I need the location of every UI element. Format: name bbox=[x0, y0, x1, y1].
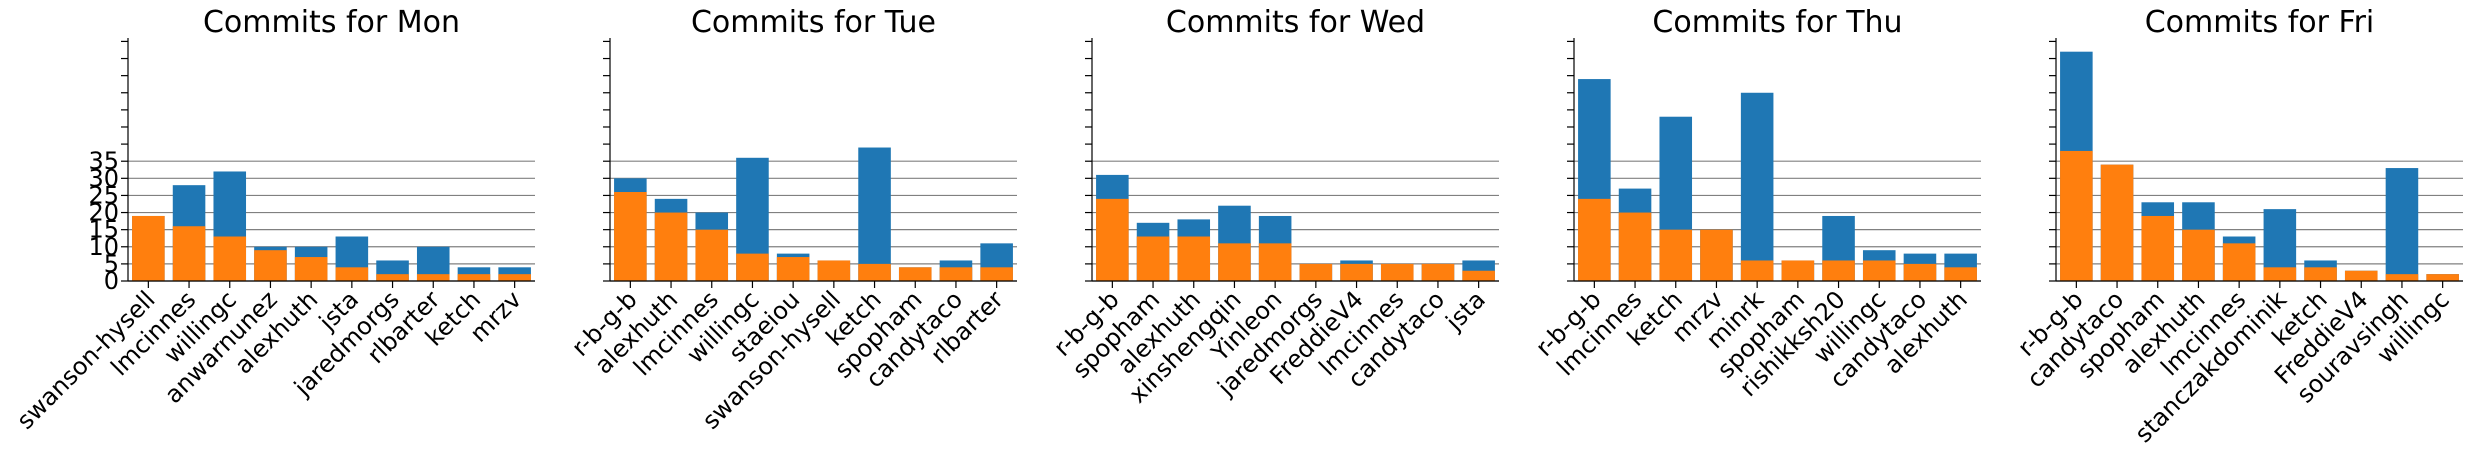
chart-panel: 05101520253035swanson-hyselllmcinneswill… bbox=[11, 5, 535, 435]
bar-own bbox=[172, 226, 206, 281]
chart-panel: r-b-g-bspophamalexhuthxinshengqinYinleon… bbox=[1048, 5, 1499, 409]
bar-own bbox=[817, 260, 851, 281]
chart-panel: r-b-g-blmcinnesketchmrzvminrkspophamrish… bbox=[1530, 5, 1981, 402]
bar-own bbox=[254, 250, 287, 281]
bar-own bbox=[1862, 260, 1896, 281]
bar-own bbox=[2426, 274, 2459, 281]
bar-own bbox=[2141, 215, 2175, 281]
bar-own bbox=[457, 274, 491, 281]
bar-own bbox=[213, 236, 247, 281]
bar-own bbox=[2344, 270, 2378, 281]
y-tick-label: 35 bbox=[88, 147, 119, 175]
bar-own bbox=[1380, 263, 1414, 281]
bar-own bbox=[2222, 243, 2256, 281]
bar-own bbox=[1096, 198, 1129, 281]
bar-own bbox=[858, 263, 891, 281]
chart-panel: r-b-g-balexhuthlmcinneswillingcstaeiousw… bbox=[566, 5, 1017, 435]
bar-own bbox=[614, 192, 647, 281]
bar-own bbox=[898, 267, 932, 281]
bar-own bbox=[1177, 236, 1211, 281]
bar-own bbox=[1781, 260, 1815, 281]
chart-panel: r-b-g-bcandytacospophamalexhuthlmcinness… bbox=[2012, 5, 2463, 448]
bar-own bbox=[1740, 260, 1774, 281]
chart-title: Commits for Thu bbox=[1652, 5, 1902, 40]
bar-own bbox=[132, 215, 165, 281]
bar-own bbox=[2263, 267, 2297, 281]
y-tick-label: 5 bbox=[104, 250, 119, 278]
bar-own bbox=[2100, 164, 2134, 281]
bar-own bbox=[376, 274, 409, 281]
y-tick-label: 20 bbox=[88, 199, 119, 227]
bar-total bbox=[1740, 92, 1774, 282]
bar-own bbox=[654, 212, 688, 281]
bar-own bbox=[2385, 274, 2419, 281]
bar-own bbox=[1659, 229, 1693, 281]
bar-total bbox=[858, 147, 891, 281]
bar-own bbox=[335, 267, 369, 281]
chart-title: Commits for Wed bbox=[1166, 5, 1425, 40]
bar-own bbox=[2304, 267, 2337, 281]
bar-own bbox=[980, 267, 1013, 281]
bar-own bbox=[1218, 243, 1251, 281]
y-tick-label: 15 bbox=[88, 216, 119, 244]
chart-title: Commits for Tue bbox=[691, 5, 936, 40]
bar-own bbox=[695, 229, 729, 281]
bar-own bbox=[1618, 212, 1652, 281]
bar-own bbox=[1462, 270, 1495, 281]
chart-title: Commits for Mon bbox=[203, 5, 460, 40]
bar-own bbox=[1258, 243, 1292, 281]
chart-title: Commits for Fri bbox=[2145, 5, 2375, 40]
bar-own bbox=[498, 274, 531, 281]
bar-own bbox=[2182, 229, 2215, 281]
bar-own bbox=[1822, 260, 1855, 281]
y-tick-label: 25 bbox=[88, 181, 119, 209]
bar-own bbox=[776, 257, 810, 281]
bar-own bbox=[1136, 236, 1170, 281]
y-tick-label: 0 bbox=[104, 267, 119, 295]
bar-own bbox=[1578, 198, 1611, 281]
y-tick-label: 30 bbox=[88, 164, 119, 192]
bar-own bbox=[939, 267, 973, 281]
bar-own bbox=[1903, 263, 1937, 281]
bar-total bbox=[2385, 168, 2419, 281]
bar-own bbox=[1299, 263, 1333, 281]
x-tick-label: jsta bbox=[1440, 285, 1491, 336]
bar-own bbox=[1944, 267, 1977, 281]
bar-own bbox=[416, 274, 450, 281]
bar-own bbox=[2060, 150, 2093, 281]
bar-own bbox=[736, 253, 769, 281]
bar-own bbox=[1700, 229, 1733, 281]
bar-own bbox=[294, 257, 328, 281]
bar-own bbox=[1421, 263, 1455, 281]
bar-own bbox=[1340, 263, 1373, 281]
y-tick-label: 10 bbox=[88, 233, 119, 261]
